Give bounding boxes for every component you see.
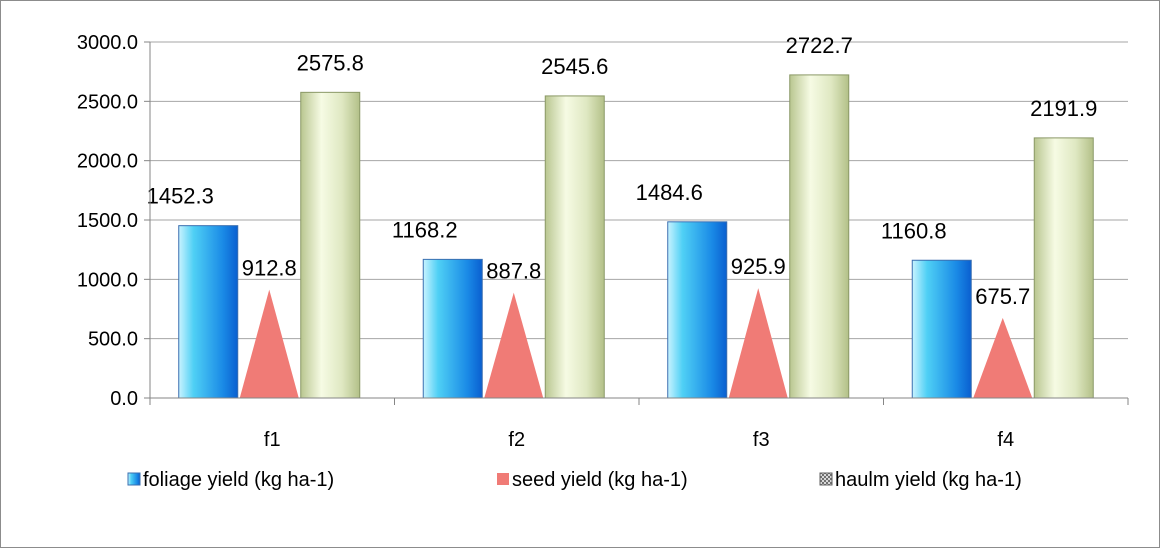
data-label: 1484.6 (636, 180, 703, 205)
data-label: 887.8 (486, 259, 541, 284)
data-label: 1160.8 (881, 218, 947, 243)
haulm-yield-bar (789, 74, 850, 399)
legend: foliage yield (kg ha-1) seed yield (kg ha… (127, 469, 1022, 491)
foliage-yield-bar (178, 225, 239, 399)
x-tick-label: f4 (997, 429, 1014, 451)
y-tick-label: 500.0 (88, 329, 138, 351)
data-label: 1452.3 (147, 184, 214, 209)
legend-swatch-seed (497, 473, 509, 485)
seed-yield-triangle (484, 292, 544, 398)
haulm-yield-bar (1033, 137, 1094, 399)
foliage-yield-bar (667, 221, 728, 399)
data-label: 2191.9 (1030, 96, 1097, 121)
legend-label: foliage yield (kg ha-1) (143, 469, 334, 491)
y-tick-label: 2000.0 (77, 151, 138, 173)
seed-yield-triangle (728, 288, 788, 398)
y-tick-label: 1000.0 (77, 269, 138, 291)
legend-label: haulm yield (kg ha-1) (835, 469, 1022, 491)
y-tick-label: 0.0 (110, 388, 138, 410)
seed-yield-triangle (973, 317, 1033, 398)
y-tick-label: 1500.0 (77, 210, 138, 232)
data-labels: 1452.3 1168.2 1484.6 1160.8 912.8 887.8 925.9 6… (147, 33, 1098, 309)
y-tick-label: 3000.0 (77, 32, 138, 54)
haulm-yield-bar (300, 91, 361, 399)
x-tick-label: f1 (264, 429, 281, 451)
x-axis: f1 f2 f3 f4 (149, 42, 1129, 451)
data-label: 1168.2 (392, 217, 458, 242)
data-label: 675.7 (975, 284, 1030, 309)
legend-swatch-haulm (819, 472, 833, 486)
legend-swatch-foliage (127, 472, 141, 486)
haulm-yield-bar (544, 95, 605, 399)
y-axis-ticks: 0.0 500.0 1000.0 1500.0 2000.0 2500.0 3000.0 (77, 32, 150, 410)
data-label: 912.8 (242, 256, 297, 281)
data-label: 2722.7 (786, 33, 853, 58)
foliage-yield-bar (422, 258, 483, 399)
foliage-yield-bar (911, 259, 972, 399)
seed-yield-triangle (239, 289, 299, 398)
x-tick-label: f2 (508, 429, 525, 451)
data-label: 925.9 (731, 254, 786, 279)
data-label: 2575.8 (297, 50, 364, 75)
y-tick-label: 2500.0 (77, 91, 138, 113)
plot-marks (178, 74, 1094, 399)
legend-label: seed yield (kg ha-1) (512, 469, 688, 491)
data-label: 2545.6 (541, 54, 608, 79)
x-tick-label: f3 (753, 429, 770, 451)
